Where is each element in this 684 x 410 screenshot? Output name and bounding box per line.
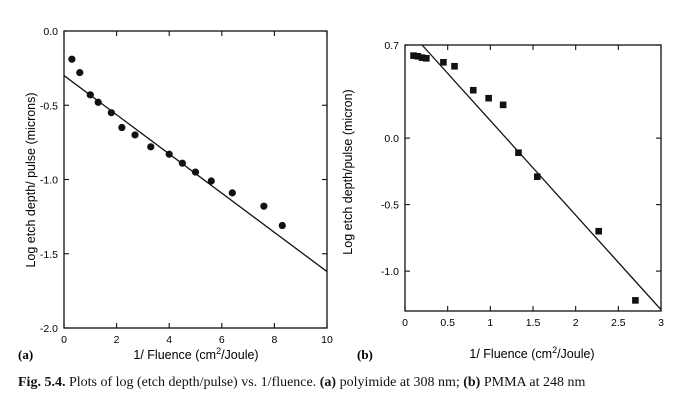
data-point: [410, 52, 417, 59]
data-point: [278, 221, 286, 230]
panel-b: 0 0.5 1 1.5 2 2.5 3 0.7 0.0 -0.5 -1.0 Log etch dep…: [341, 40, 664, 362]
y-tick-label: -0.5: [40, 100, 58, 112]
data-point: [451, 62, 458, 70]
y-axis-title: Log etch depth/ pulse (microns): [24, 92, 38, 267]
y-tick-label: -0.5: [381, 200, 399, 212]
x-axis-title: 1/ Fluence (cm2/Joule): [469, 345, 594, 361]
x-axis-title-tail: /Joule): [221, 348, 259, 362]
x-axis-title-sup: 2: [216, 346, 221, 356]
x-tick-label: 1: [487, 317, 493, 329]
tick-marks: [404, 44, 662, 311]
figure-caption: Fig. 5.4. Plots of log (etch depth/pulse…: [18, 374, 678, 392]
panel-a: 0 2 4 6 8 10 0.0 -0.5 -1.0 -1.5 -2.0 Log etch dept…: [18, 26, 333, 362]
data-point: [118, 123, 126, 132]
caption-label-b: (b): [463, 375, 481, 390]
x-axis-title-main: 1/ Fluence (cm: [469, 347, 552, 361]
x-axis-title-main: 1/ Fluence (cm: [133, 348, 216, 362]
x-axis-title: 1/ Fluence (cm2/Joule): [133, 346, 258, 362]
data-point: [147, 143, 155, 151]
x-tick-label: 1.5: [526, 317, 541, 329]
panel-label: (a): [18, 347, 33, 362]
data-point: [178, 159, 186, 167]
data-point: [131, 131, 139, 139]
y-tick-label: 0.0: [43, 26, 58, 38]
y-tick-label: 0.0: [384, 133, 399, 145]
data-point: [632, 297, 639, 304]
caption-label-a: (a): [319, 375, 337, 390]
x-tick-label: 8: [271, 334, 277, 346]
data-point: [515, 149, 522, 157]
tick-labels: 0 2 4 6 8 10 0.0 -0.5 -1.0 -1.5 -2.0: [40, 26, 333, 346]
x-axis-title-tail: /Joule): [557, 347, 595, 361]
x-tick-label: 4: [166, 334, 172, 346]
x-tick-label: 2: [114, 334, 120, 346]
data-point: [107, 109, 115, 117]
x-tick-label: 2: [573, 317, 579, 329]
tick-marks: [63, 30, 328, 329]
data-point: [86, 91, 94, 99]
data-point: [94, 98, 102, 106]
data-point: [469, 86, 477, 94]
x-tick-label: 0.5: [440, 317, 455, 329]
y-tick-label: -1.0: [40, 175, 58, 187]
data-point: [499, 101, 507, 109]
x-tick-label: 3: [658, 317, 664, 329]
data-point: [533, 173, 541, 180]
data-point: [418, 54, 426, 61]
y-tick-label: -1.0: [381, 266, 399, 278]
y-tick-label: 0.7: [384, 40, 399, 52]
y-tick-label: -1.5: [40, 249, 58, 261]
data-point: [260, 202, 268, 210]
caption-text: PMMA at 248 nm: [480, 375, 586, 390]
x-tick-label: 6: [219, 334, 225, 346]
data-point: [423, 55, 430, 62]
plot-frame: [404, 44, 662, 312]
y-tick-label: -2.0: [40, 323, 58, 335]
caption-text: Plots of log (etch depth/pulse) vs. 1/fl…: [65, 375, 320, 390]
y-axis-title: Log etch depth/pulse (micron): [341, 89, 355, 254]
x-tick-label: 0: [402, 317, 408, 329]
data-point: [414, 53, 422, 60]
data-point: [595, 227, 603, 235]
x-tick-label: 2.5: [611, 317, 626, 329]
caption-figure-label: Fig. 5.4.: [18, 375, 66, 390]
x-axis-title-sup: 2: [552, 345, 557, 355]
data-point: [207, 177, 215, 185]
data-points: [410, 52, 639, 304]
data-point: [228, 189, 236, 197]
tick-labels: 0 0.5 1 1.5 2 2.5 3 0.7 0.0 -0.5 -1.0: [381, 40, 664, 329]
data-point: [68, 55, 76, 63]
plot-frame: [63, 30, 328, 329]
data-point: [165, 150, 173, 158]
data-point: [191, 168, 200, 176]
data-points: [68, 55, 286, 230]
data-point: [440, 58, 447, 66]
x-tick-label: 10: [321, 334, 333, 346]
caption-text: polyimide at 308 nm;: [336, 375, 464, 390]
panel-label: (b): [357, 347, 373, 362]
data-point: [485, 94, 492, 102]
fit-line: [421, 44, 662, 311]
x-tick-label: 0: [61, 334, 67, 346]
data-point: [76, 68, 84, 77]
